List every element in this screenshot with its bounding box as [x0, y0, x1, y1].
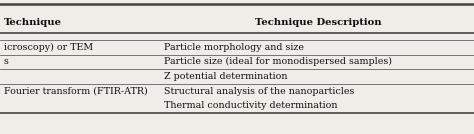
Text: Structural analysis of the nanoparticles: Structural analysis of the nanoparticles [164, 87, 354, 96]
Text: Thermal conductivity determination: Thermal conductivity determination [164, 101, 337, 110]
Text: Z potential determination: Z potential determination [164, 72, 287, 81]
Text: Particle size (ideal for monodispersed samples): Particle size (ideal for monodispersed s… [164, 57, 392, 66]
Text: Technique Description: Technique Description [255, 18, 382, 27]
Text: icroscopy) or TEM: icroscopy) or TEM [4, 43, 93, 52]
Text: s: s [4, 57, 9, 66]
Text: Technique: Technique [4, 18, 62, 27]
Text: Particle morphology and size: Particle morphology and size [164, 43, 303, 52]
Text: Fourier transform (FTIR-ATR): Fourier transform (FTIR-ATR) [4, 87, 147, 96]
